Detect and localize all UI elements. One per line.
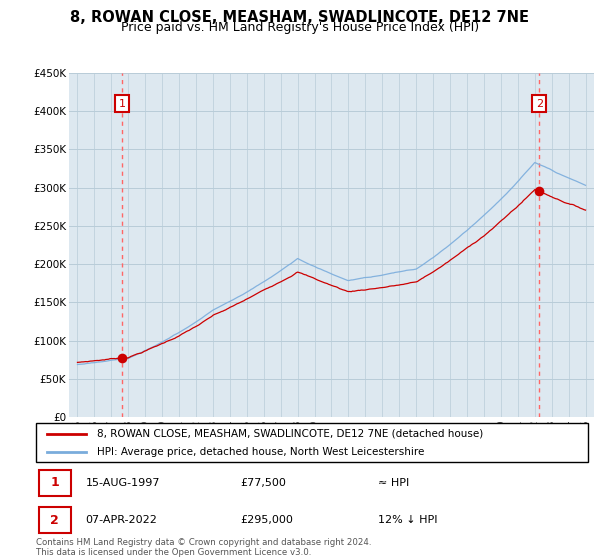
FancyBboxPatch shape: [36, 423, 588, 462]
Text: 15-AUG-1997: 15-AUG-1997: [86, 478, 160, 488]
Text: ≈ HPI: ≈ HPI: [378, 478, 409, 488]
Text: 1: 1: [50, 477, 59, 489]
Text: 07-APR-2022: 07-APR-2022: [86, 515, 158, 525]
Text: HPI: Average price, detached house, North West Leicestershire: HPI: Average price, detached house, Nort…: [97, 447, 424, 457]
Text: Price paid vs. HM Land Registry's House Price Index (HPI): Price paid vs. HM Land Registry's House …: [121, 21, 479, 34]
Text: £77,500: £77,500: [240, 478, 286, 488]
FancyBboxPatch shape: [39, 507, 71, 533]
Text: 8, ROWAN CLOSE, MEASHAM, SWADLINCOTE, DE12 7NE (detached house): 8, ROWAN CLOSE, MEASHAM, SWADLINCOTE, DE…: [97, 429, 483, 439]
Text: Contains HM Land Registry data © Crown copyright and database right 2024.
This d: Contains HM Land Registry data © Crown c…: [36, 538, 371, 557]
Text: 8, ROWAN CLOSE, MEASHAM, SWADLINCOTE, DE12 7NE: 8, ROWAN CLOSE, MEASHAM, SWADLINCOTE, DE…: [71, 10, 530, 25]
Text: 1: 1: [118, 99, 125, 109]
Text: 2: 2: [536, 99, 543, 109]
FancyBboxPatch shape: [39, 470, 71, 496]
Text: 2: 2: [50, 514, 59, 526]
Text: 12% ↓ HPI: 12% ↓ HPI: [378, 515, 438, 525]
Text: £295,000: £295,000: [240, 515, 293, 525]
